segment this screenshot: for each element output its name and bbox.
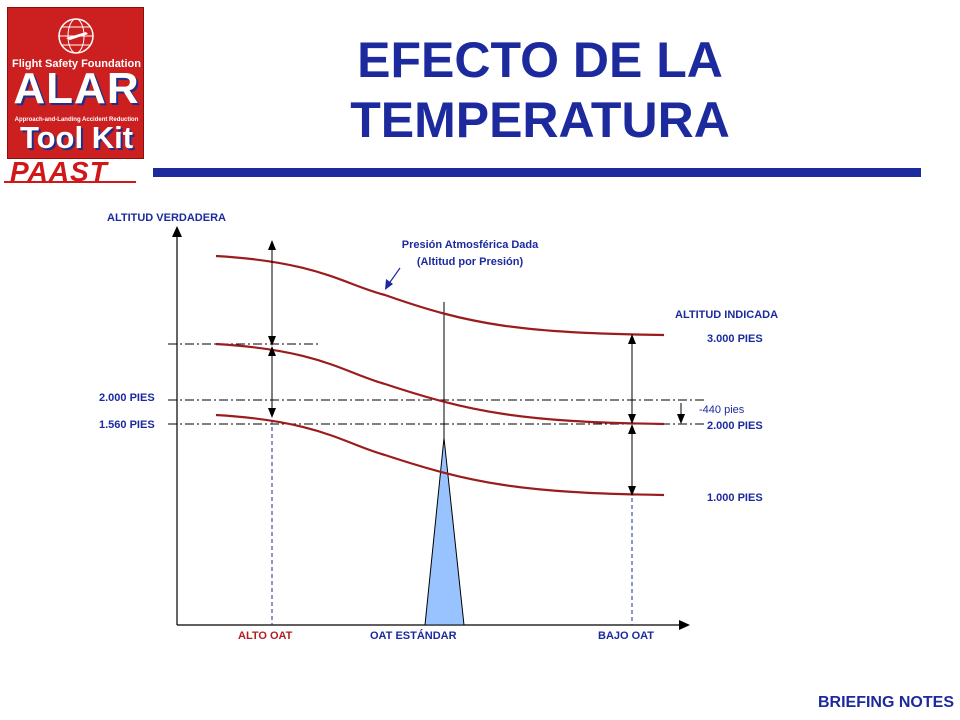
standard-oat-triangle xyxy=(424,437,465,626)
x-label-low-oat: BAJO OAT xyxy=(598,630,655,642)
y-axis-arrowhead xyxy=(172,226,182,237)
alar-logo: Flight Safety Foundation ALAR Approach-a… xyxy=(7,7,144,159)
right-label-3000: 3.000 PIES xyxy=(707,333,763,345)
indicated-altitude-label: ALTITUD INDICADA xyxy=(675,309,779,321)
title-rule xyxy=(153,168,921,177)
title-line-1: EFECTO DE LA xyxy=(357,32,723,88)
page-title: EFECTO DE LA TEMPERATURA xyxy=(240,30,840,150)
right-label-2000: 2.000 PIES xyxy=(707,420,763,432)
left-tick-2000: 2.000 PIES xyxy=(99,392,155,404)
logo-foundation-text: Flight Safety Foundation xyxy=(12,58,141,70)
globe-icon xyxy=(58,18,94,54)
pressure-label-line-1: Presión Atmosférica Dada xyxy=(401,239,539,251)
pressure-curve-3000 xyxy=(215,254,665,337)
title-line-2: TEMPERATURA xyxy=(350,92,730,148)
pressure-label-line-2: (Altitud por Presión) xyxy=(416,256,524,268)
logo-toolkit-text: Tool Kit xyxy=(19,120,134,155)
paast-underline xyxy=(4,181,136,183)
x-axis-arrowhead xyxy=(679,620,690,630)
footer-briefing-notes: BRIEFING NOTES xyxy=(817,694,954,711)
pressure-curve-1000 xyxy=(215,413,665,497)
x-label-high-oat: ALTO OAT xyxy=(238,630,293,642)
y-axis-label: ALTITUD VERDADERA xyxy=(107,212,226,224)
right-label-1000: 1.000 PIES xyxy=(707,492,763,504)
pressure-curve-2000 xyxy=(215,342,665,426)
x-label-standard-oat: OAT ESTÁNDAR xyxy=(370,630,457,642)
difference-label: -440 pies xyxy=(699,404,745,416)
logo-alar-text: ALAR xyxy=(13,64,140,113)
left-tick-1560: 1.560 PIES xyxy=(99,419,155,431)
logo-subtitle-text: Approach-and-Landing Accident Reduction xyxy=(14,117,139,123)
